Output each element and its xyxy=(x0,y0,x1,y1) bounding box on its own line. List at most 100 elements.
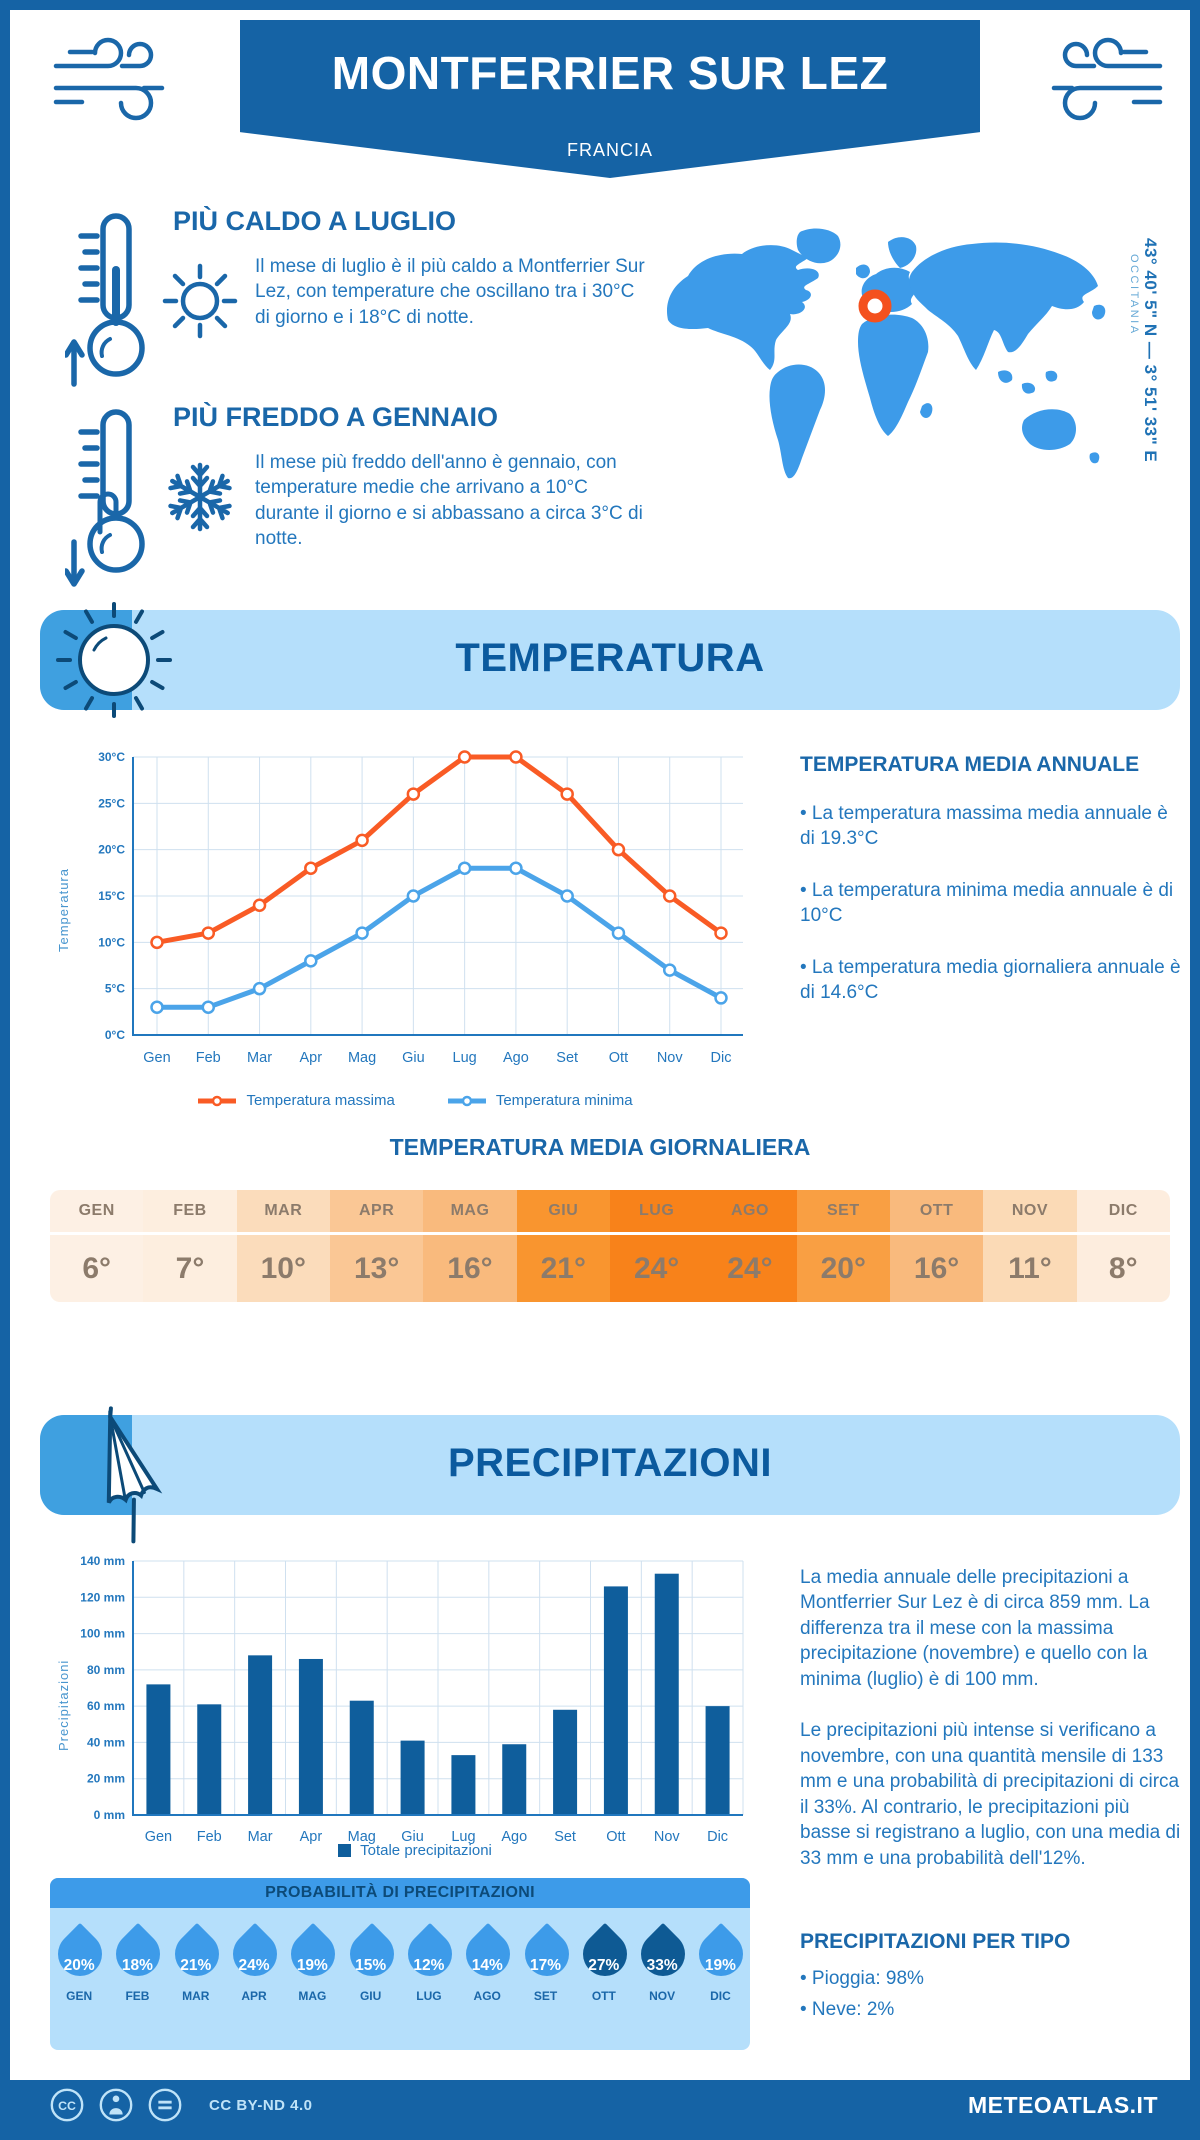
table-value: 8° xyxy=(1076,1235,1170,1302)
raindrop-icon xyxy=(340,1922,403,1986)
coordinates-block: 43° 40' 5" N — 3° 51' 33" E OCCITANIA xyxy=(1128,238,1160,538)
region-label: OCCITANIA xyxy=(1128,254,1140,336)
raindrop-icon xyxy=(690,1922,750,1986)
probability-cell: 19% MAG xyxy=(282,1920,345,2003)
table-month: OTT xyxy=(889,1190,984,1232)
continent-africa xyxy=(858,314,929,436)
probability-month: MAG xyxy=(298,1989,327,2003)
sun-icon xyxy=(157,258,243,349)
precip-paragraph: La media annuale delle precipitazioni a … xyxy=(800,1567,1150,1690)
sun-badge-icon xyxy=(54,600,174,725)
probability-value: 21% xyxy=(180,1957,212,1974)
temp-chart-ylabel: Temperatura xyxy=(56,868,71,952)
annual-temp-bullet: • La temperatura minima media annuale è … xyxy=(800,879,1174,927)
raindrop-icon xyxy=(282,1922,345,1986)
svg-text:Ago: Ago xyxy=(503,1050,529,1066)
license-label: CC BY-ND 4.0 xyxy=(209,2096,313,2114)
table-value: 10° xyxy=(236,1235,330,1302)
thermometer-up-icon xyxy=(63,208,157,403)
probability-value: 15% xyxy=(355,1957,387,1974)
svg-text:0 mm: 0 mm xyxy=(94,1808,125,1822)
footer-bar: CC CC BY-ND 4.0 METEOATLAS.IT xyxy=(10,2080,1190,2130)
svg-text:Nov: Nov xyxy=(657,1050,684,1066)
svg-text:60 mm: 60 mm xyxy=(87,1699,125,1713)
continent-asia xyxy=(909,242,1098,370)
temperature-section-title: TEMPERATURA xyxy=(455,636,765,680)
svg-text:10°C: 10°C xyxy=(98,935,125,949)
probability-cell: 27% OTT xyxy=(573,1920,636,2003)
raindrop-icon xyxy=(50,1922,112,1986)
svg-text:Giu: Giu xyxy=(401,1829,424,1845)
table-month: MAR xyxy=(236,1190,330,1232)
svg-text:Dic: Dic xyxy=(711,1050,732,1066)
raindrop-icon xyxy=(223,1922,287,1986)
probability-value: 18% xyxy=(121,1957,153,1974)
probability-title: PROBABILITÀ DI PRECIPITAZIONI xyxy=(50,1878,750,1908)
probability-month: OTT xyxy=(591,1989,616,2003)
svg-text:80 mm: 80 mm xyxy=(87,1663,125,1677)
warmest-title: PIÙ CALDO A LUGLIO xyxy=(173,206,456,236)
table-value: 20° xyxy=(796,1235,890,1302)
svg-text:25°C: 25°C xyxy=(98,796,125,810)
svg-text:Mar: Mar xyxy=(247,1050,272,1066)
probability-value: 20% xyxy=(63,1957,95,1974)
coldest-title: PIÙ FREDDO A GENNAIO xyxy=(173,402,499,432)
probability-cell: 18% FEB xyxy=(107,1920,170,2003)
precipitation-section-banner: PRECIPITAZIONI xyxy=(40,1406,1180,1544)
svg-text:100 mm: 100 mm xyxy=(80,1627,125,1641)
svg-text:140 mm: 140 mm xyxy=(80,1554,125,1568)
svg-text:Set: Set xyxy=(554,1829,576,1845)
table-value: 24° xyxy=(703,1235,797,1302)
location-marker xyxy=(858,289,892,323)
precip-chart-ylabel: Precipitazioni xyxy=(56,1659,71,1751)
probability-cell: 20% GEN xyxy=(50,1920,112,2003)
temperature-section-banner: TEMPERATURA xyxy=(40,602,1180,718)
table-month: MAG xyxy=(423,1190,517,1232)
table-month: SET xyxy=(796,1190,890,1232)
svg-text:Apr: Apr xyxy=(300,1050,323,1066)
precip-type-heading: PRECIPITAZIONI PER TIPO xyxy=(800,1930,1071,1953)
legend-item-max: Temperatura massima xyxy=(197,1092,395,1109)
continent-australia xyxy=(1022,409,1076,450)
svg-text:Ott: Ott xyxy=(606,1829,625,1845)
probability-cell: 33% NOV xyxy=(631,1920,695,2003)
daily-temp-table-title: TEMPERATURA MEDIA GIORNALIERA xyxy=(389,1134,811,1160)
continent-north-america xyxy=(666,245,819,370)
probability-cell: 21% MAR xyxy=(165,1920,228,2003)
table-month: LUG xyxy=(609,1190,704,1232)
probability-month: GEN xyxy=(66,1989,93,2003)
svg-text:Mag: Mag xyxy=(348,1050,376,1066)
legend-label-max: Temperatura massima xyxy=(246,1092,395,1109)
svg-text:Feb: Feb xyxy=(196,1050,221,1066)
svg-text:5°C: 5°C xyxy=(105,982,125,996)
table-value: 21° xyxy=(516,1235,610,1302)
continent-south-america xyxy=(769,364,825,479)
svg-text:Lug: Lug xyxy=(453,1050,477,1066)
probability-cell: 12% LUG xyxy=(398,1920,462,2003)
temp-chart-legend: Temperatura massima Temperatura minima xyxy=(75,1092,755,1109)
legend-item-total: Totale precipitazioni xyxy=(338,1842,492,1859)
table-month: FEB xyxy=(143,1190,237,1232)
header-banner: MONTFERRIER SUR LEZ FRANCIA xyxy=(240,20,980,178)
table-month: AGO xyxy=(703,1190,797,1232)
precipitation-probability-box: PROBABILITÀ DI PRECIPITAZIONI 20% GEN 18… xyxy=(50,1878,750,2050)
svg-text:120 mm: 120 mm xyxy=(80,1590,125,1604)
wind-icon xyxy=(1038,32,1168,132)
precip-chart-legend: Totale precipitazioni xyxy=(75,1842,755,1859)
precipitation-chart: 0 mm 20 mm 40 mm 60 mm 80 mm 100 mm 120 mm 140 … xyxy=(75,1545,755,1865)
max-line-swatch xyxy=(198,1095,237,1106)
svg-text:Giu: Giu xyxy=(402,1050,425,1066)
probability-value: 12% xyxy=(413,1957,445,1974)
svg-text:20°C: 20°C xyxy=(98,843,125,857)
table-month: APR xyxy=(329,1190,424,1232)
raindrop-icon xyxy=(631,1922,695,1986)
table-value: 6° xyxy=(50,1235,144,1302)
bar-swatch xyxy=(338,1844,352,1857)
probability-value: 19% xyxy=(296,1957,328,1974)
snowflake-icon xyxy=(157,454,243,545)
svg-text:Mar: Mar xyxy=(248,1829,273,1845)
table-header-row: GEN FEB MAR APR MAG GIU LUG AGO SET OTT … xyxy=(50,1190,1170,1232)
svg-text:Lug: Lug xyxy=(451,1829,475,1845)
probability-cell: 17% SET xyxy=(515,1920,578,2003)
